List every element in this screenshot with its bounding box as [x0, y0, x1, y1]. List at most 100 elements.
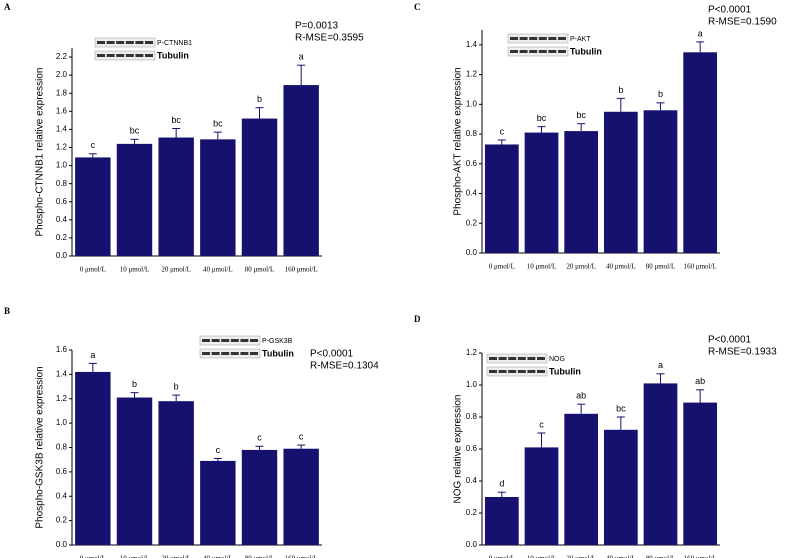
significance-letter: a	[658, 360, 663, 370]
x-tick-label: 10 μmol/L	[527, 555, 557, 558]
blot-band	[125, 54, 134, 57]
blot-band	[106, 41, 115, 44]
y-tick-label: 1.8	[56, 88, 68, 97]
bar	[484, 497, 519, 545]
blot-band	[508, 357, 517, 360]
annotation: R-MSE=0.3595	[295, 33, 364, 44]
x-tick-label: 0 μmol/L	[80, 266, 106, 274]
blot-band	[510, 37, 518, 40]
bar	[643, 383, 678, 545]
bar	[603, 429, 638, 545]
y-tick-label: 0.8	[466, 412, 478, 421]
blot-band	[135, 41, 144, 44]
y-tick-label: 1.2	[56, 394, 68, 403]
significance-letter: d	[499, 479, 504, 489]
y-tick-label: 1.4	[56, 369, 68, 378]
y-tick-label: 0.0	[466, 248, 478, 257]
blot-band	[106, 54, 115, 57]
bar	[200, 139, 236, 256]
y-tick-label: 2.0	[56, 70, 68, 79]
x-tick-label: 80 μmol/L	[646, 555, 676, 558]
y-tick-label: 0.2	[56, 233, 68, 242]
blot-band	[548, 37, 557, 40]
significance-letter: ab	[695, 376, 705, 386]
blot-strip	[507, 46, 569, 57]
blot-band	[498, 357, 507, 360]
blot-band	[145, 41, 153, 44]
significance-letter: a	[299, 52, 304, 62]
blot-band	[537, 370, 545, 373]
x-tick-label: 160 μmol/L	[285, 266, 318, 274]
blot-band	[538, 50, 547, 53]
blot-band	[558, 37, 566, 40]
y-tick-label: 1.0	[466, 99, 478, 108]
blot-band	[489, 370, 497, 373]
blot-band	[498, 370, 507, 373]
blot-band	[529, 37, 538, 40]
blot-label: Tubulin	[570, 46, 602, 56]
y-tick-label: 1.6	[56, 345, 68, 354]
blot-band	[221, 339, 230, 342]
significance-letter: b	[174, 381, 179, 391]
x-tick-label: 40 μmol/L	[606, 555, 636, 558]
bar	[75, 371, 111, 545]
blot-strip	[94, 50, 156, 61]
panel-label: B	[4, 306, 10, 316]
annotation: R-MSE=0.1304	[310, 361, 379, 372]
blot-label: Tubulin	[549, 366, 581, 376]
y-tick-label: 0.4	[466, 476, 478, 485]
y-tick-label: 1.2	[56, 143, 68, 152]
significance-letter: bc	[537, 113, 547, 123]
y-tick-label: 0.0	[466, 540, 478, 549]
bar	[241, 449, 278, 545]
y-tick-label: 1.2	[466, 70, 478, 79]
bar	[116, 397, 153, 545]
blot-strip	[199, 348, 261, 359]
bar	[116, 143, 153, 256]
blot-band	[508, 370, 517, 373]
y-tick-label: 0.2	[56, 516, 68, 525]
x-tick-label: 40 μmol/L	[606, 263, 636, 271]
blot-band	[221, 352, 230, 355]
bar	[683, 52, 718, 253]
y-tick-label: 0.8	[56, 443, 68, 452]
y-tick-label: 1.0	[466, 380, 478, 389]
x-tick-label: 160 μmol/L	[285, 555, 318, 558]
blot-band	[240, 339, 249, 342]
blot-band	[529, 50, 538, 53]
significance-letter: b	[618, 85, 623, 95]
blot-band	[202, 352, 210, 355]
bar	[643, 110, 678, 253]
significance-letter: c	[500, 126, 505, 136]
blot-band	[510, 50, 518, 53]
blot-band	[537, 357, 545, 360]
y-tick-label: 1.4	[466, 40, 478, 49]
y-tick-label: 0.4	[466, 189, 478, 198]
y-tick-label: 1.2	[466, 348, 478, 357]
x-tick-label: 160 μmol/L	[684, 555, 717, 558]
x-tick-label: 20 μmol/L	[566, 555, 596, 558]
y-axis-label: Phospho-AKT relative expression	[453, 67, 464, 215]
blot-band	[97, 54, 105, 57]
panel-label: C	[414, 2, 421, 12]
blot-band	[135, 54, 144, 57]
significance-letter: a	[698, 28, 703, 38]
y-tick-label: 1.6	[56, 106, 68, 115]
blot-band	[125, 41, 134, 44]
significance-letter: b	[257, 94, 262, 104]
significance-letter: bc	[171, 115, 181, 125]
x-tick-label: 80 μmol/L	[245, 555, 275, 558]
y-tick-label: 0.6	[466, 159, 478, 168]
x-tick-label: 10 μmol/L	[120, 555, 150, 558]
bar	[158, 401, 194, 545]
bar	[200, 460, 236, 545]
significance-letter: c	[91, 140, 96, 150]
y-tick-label: 0.6	[56, 467, 68, 476]
blot-label: Tubulin	[157, 50, 189, 60]
significance-letter: bc	[130, 126, 140, 136]
annotation: P<0.0001	[708, 5, 752, 16]
y-tick-label: 0.8	[56, 179, 68, 188]
blot-band	[230, 339, 239, 342]
blot-band	[250, 352, 258, 355]
